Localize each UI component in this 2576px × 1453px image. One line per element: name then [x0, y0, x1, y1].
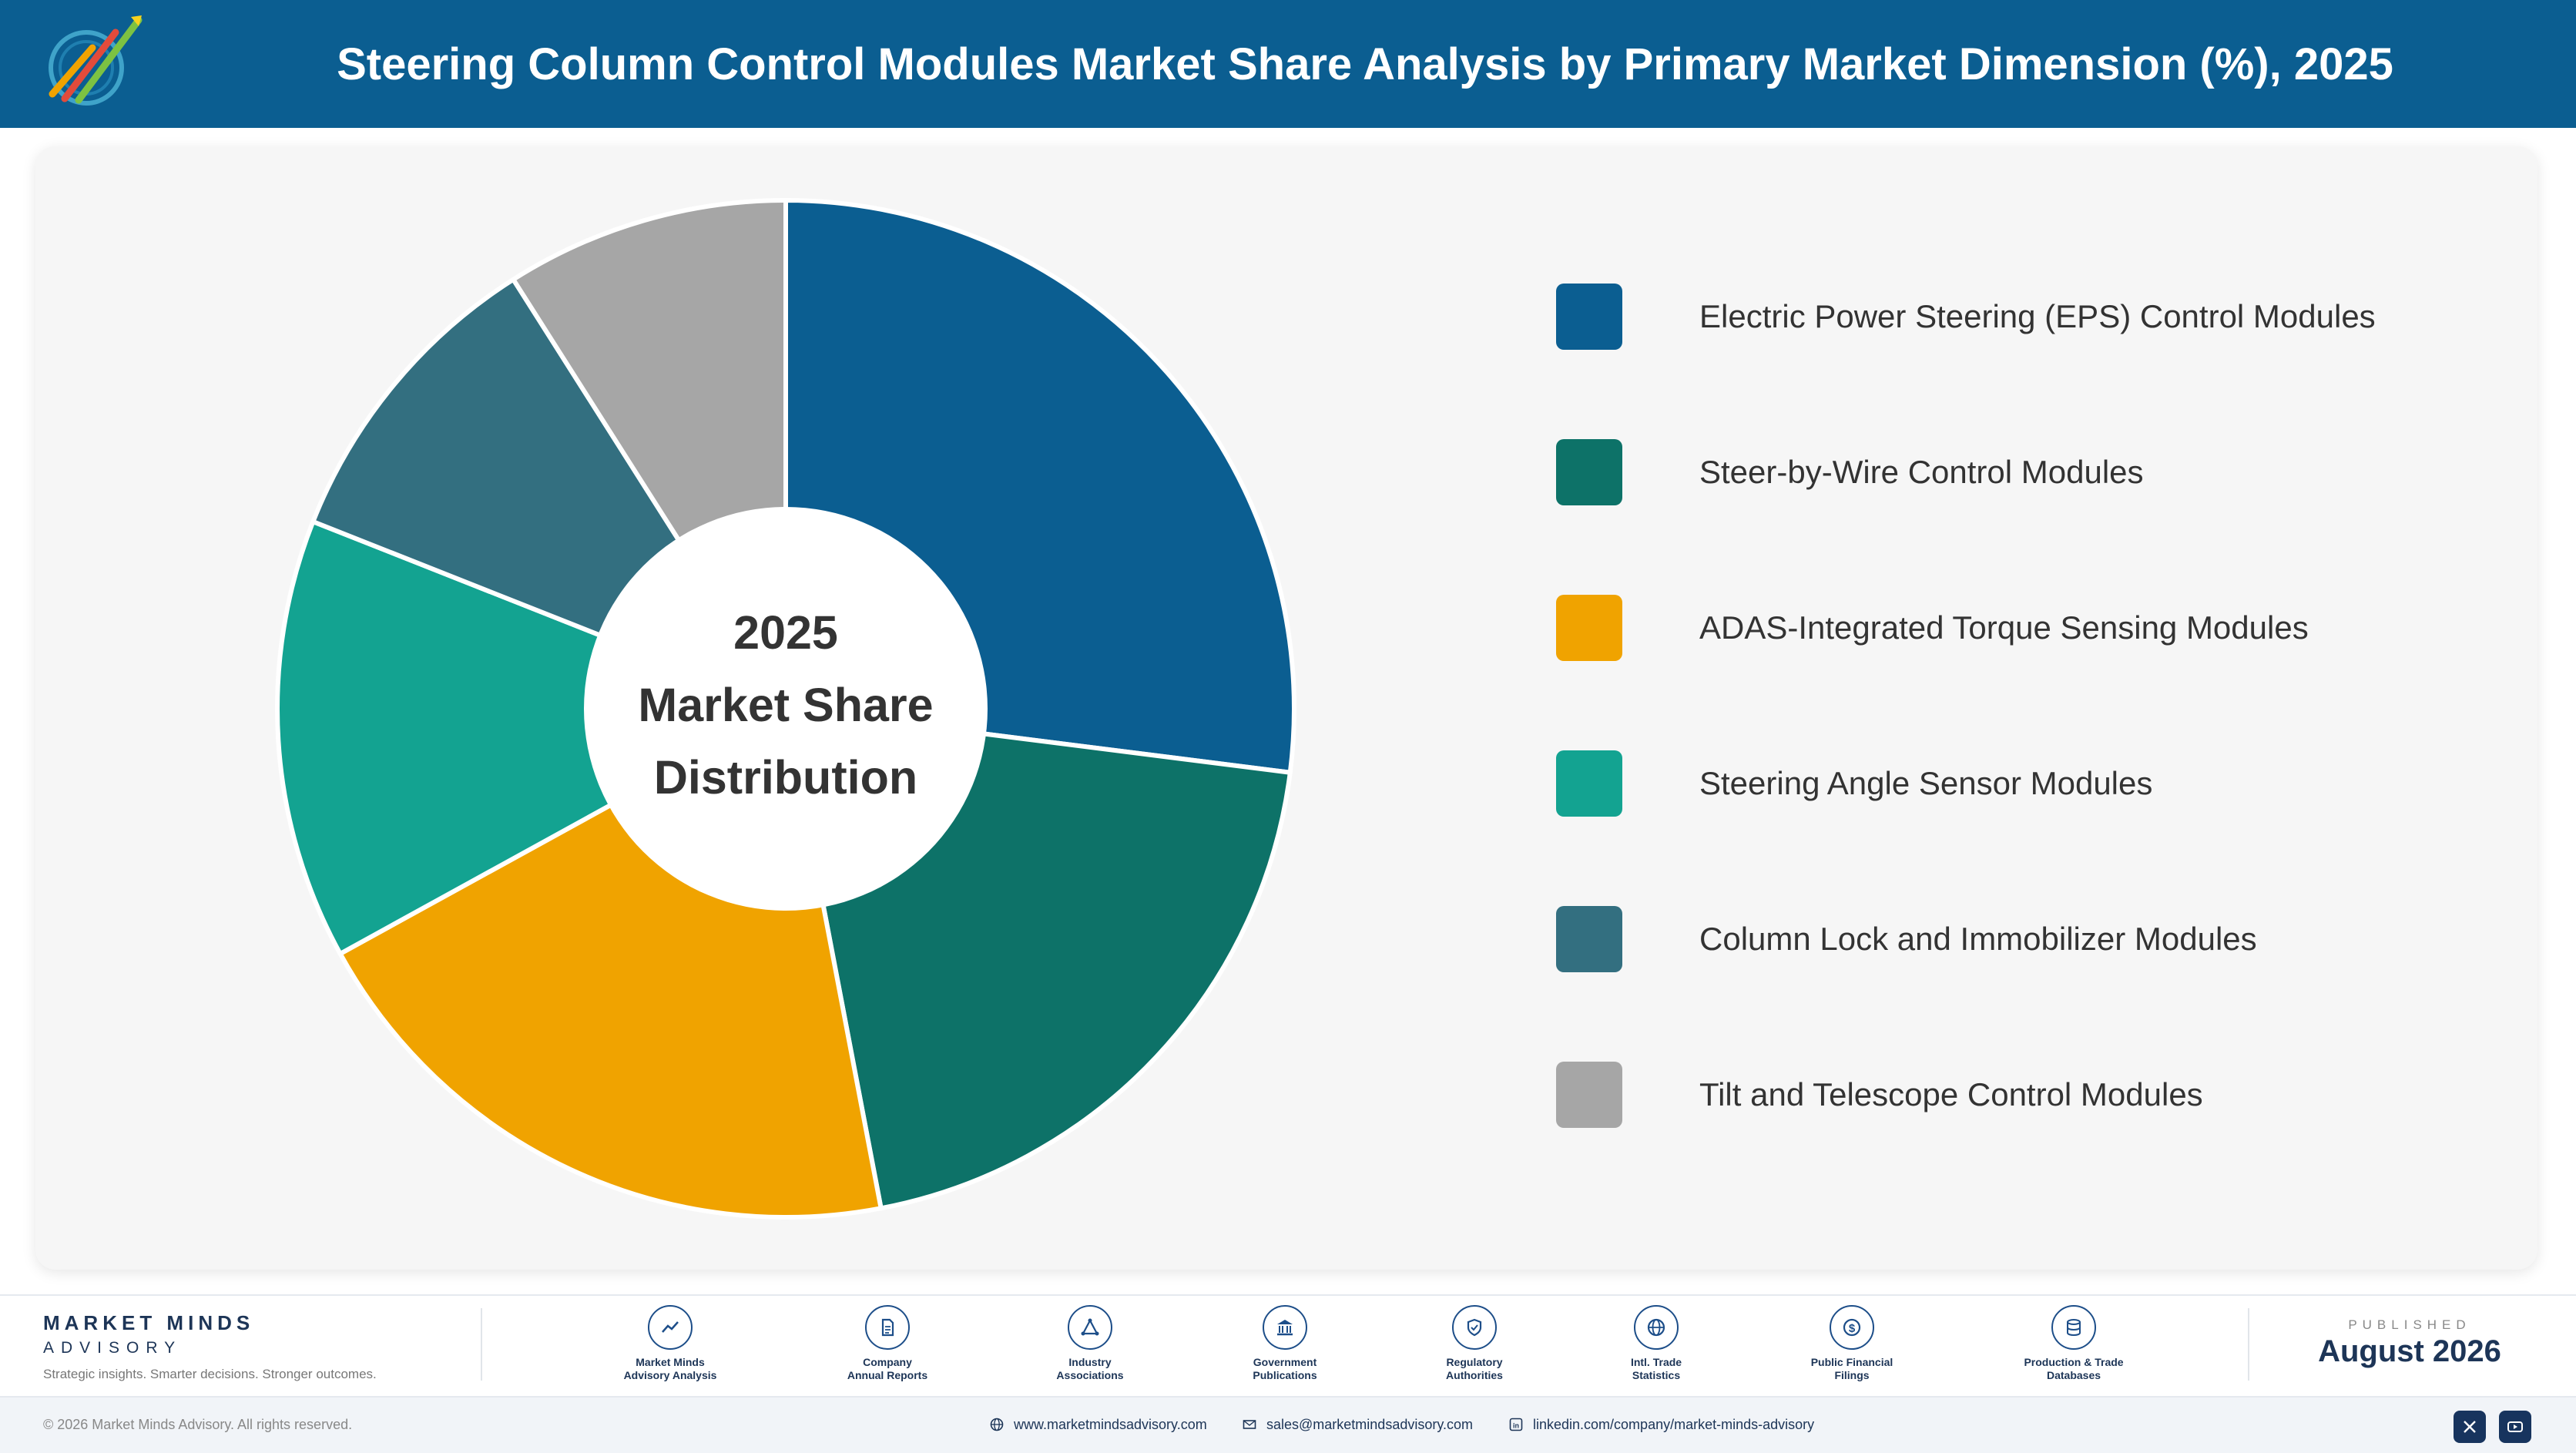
source-regulatory-authorities: Regulatory Authorities — [1390, 1305, 1559, 1382]
legend-swatch — [1556, 1062, 1622, 1128]
brand-tagline: Strategic insights. Smarter decisions. S… — [43, 1367, 377, 1381]
email-text: sales@marketmindsadvisory.com — [1266, 1417, 1474, 1432]
legend-label: Steer-by-Wire Control Modules — [1699, 454, 2144, 490]
source-label-line1: Market Minds — [636, 1356, 705, 1368]
linkedin-text: linkedin.com/company/market-minds-adviso… — [1533, 1417, 1815, 1432]
source-market-minds-analysis: Market Minds Advisory Analysis — [585, 1305, 755, 1382]
database-icon — [2051, 1305, 2096, 1350]
government-building-icon — [1263, 1305, 1307, 1350]
header-bar: Steering Column Control Modules Market S… — [0, 0, 2576, 128]
document-icon — [865, 1305, 910, 1350]
legend-item: Electric Power Steering (EPS) Control Mo… — [1556, 284, 2480, 350]
x-logo-icon — [2464, 1421, 2476, 1433]
globe-icon — [990, 1418, 1004, 1431]
source-label-line1: Intl. Trade — [1630, 1356, 1682, 1368]
email-link[interactable]: sales@marketmindsadvisory.com — [1242, 1398, 1473, 1451]
legend-label: Electric Power Steering (EPS) Control Mo… — [1699, 298, 2376, 334]
dollar-coin-icon: $ — [1830, 1305, 1874, 1350]
legend-swatch — [1556, 906, 1622, 972]
source-intl-trade-statistics: Intl. Trade Statistics — [1571, 1305, 1741, 1382]
footer-divider-left — [481, 1308, 482, 1381]
source-label-line2: Publications — [1253, 1369, 1317, 1381]
copyright-text: © 2026 Market Minds Advisory. All rights… — [43, 1417, 353, 1432]
footer-divider-right — [2248, 1308, 2249, 1381]
donut-hole — [584, 507, 988, 911]
source-label-line1: Company — [863, 1356, 912, 1368]
youtube-social-button[interactable] — [2499, 1411, 2531, 1443]
source-public-financial-filings: $ Public Financial Filings — [1767, 1305, 1937, 1382]
source-label-line2: Associations — [1056, 1369, 1124, 1381]
legend-item: Column Lock and Immobilizer Modules — [1556, 906, 2480, 972]
brand-subtitle: ADVISORY — [43, 1339, 183, 1357]
donut-chart: 2025 Market Share Distribution — [275, 198, 1297, 1220]
network-icon — [1068, 1305, 1112, 1350]
bottom-bar: © 2026 Market Minds Advisory. All rights… — [0, 1396, 2576, 1453]
svg-text:$: $ — [1849, 1322, 1856, 1335]
brand-name: MARKET MINDS — [43, 1311, 255, 1334]
youtube-icon — [2507, 1421, 2523, 1432]
source-label-line1: Production & Trade — [2024, 1356, 2124, 1368]
source-label-line2: Filings — [1834, 1369, 1870, 1381]
legend-label: Steering Angle Sensor Modules — [1699, 765, 2153, 801]
source-label-line1: Public Financial — [1810, 1356, 1893, 1368]
source-label-line2: Advisory Analysis — [623, 1369, 717, 1381]
website-text: www.marketmindsadvisory.com — [1014, 1417, 1207, 1432]
source-company-annual-reports: Company Annual Reports — [803, 1305, 972, 1382]
legend-item: Tilt and Telescope Control Modules — [1556, 1062, 2480, 1128]
svg-text:in: in — [1513, 1422, 1519, 1430]
source-label-line2: Authorities — [1446, 1369, 1503, 1381]
source-label-line1: Industry — [1068, 1356, 1112, 1368]
center-label-line3: Distribution — [654, 751, 917, 804]
legend-label: Column Lock and Immobilizer Modules — [1699, 921, 2257, 957]
website-link[interactable]: www.marketmindsadvisory.com — [989, 1398, 1207, 1451]
center-label-year: 2025 — [733, 606, 838, 659]
mail-icon — [1243, 1420, 1256, 1429]
center-label-line2: Market Share — [638, 679, 933, 731]
legend-label: ADAS-Integrated Torque Sensing Modules — [1699, 609, 2309, 646]
source-label-line2: Statistics — [1632, 1369, 1681, 1381]
globe-icon — [1634, 1305, 1679, 1350]
footer: MARKET MINDS ADVISORY Strategic insights… — [0, 1294, 2576, 1453]
published-label: PUBLISHED — [2348, 1317, 2471, 1332]
legend-swatch — [1556, 750, 1622, 817]
source-government-publications: Government Publications — [1200, 1305, 1370, 1382]
linkedin-link[interactable]: in linkedin.com/company/market-minds-adv… — [1508, 1398, 1814, 1451]
chart-card: 2025 Market Share Distribution Electric … — [35, 146, 2537, 1270]
legend-swatch — [1556, 595, 1622, 661]
source-label-line2: Databases — [2046, 1369, 2101, 1381]
linkedin-icon: in — [1509, 1418, 1523, 1431]
legend-item: Steering Angle Sensor Modules — [1556, 750, 2480, 817]
x-social-button[interactable] — [2454, 1411, 2486, 1443]
source-production-trade-databases: Production & Trade Databases — [1989, 1305, 2158, 1382]
pie-slice-4 — [275, 519, 788, 956]
source-label-line1: Government — [1253, 1356, 1317, 1368]
source-industry-associations: Industry Associations — [1005, 1305, 1175, 1382]
legend-swatch — [1556, 439, 1622, 505]
legend-item: ADAS-Integrated Torque Sensing Modules — [1556, 595, 2480, 661]
legend-label: Tilt and Telescope Control Modules — [1699, 1076, 2203, 1112]
source-label-line1: Regulatory — [1446, 1356, 1503, 1368]
company-logo — [49, 15, 143, 106]
published-date: August 2026 — [2318, 1334, 2501, 1368]
shield-check-icon — [1452, 1305, 1497, 1350]
legend-item: Steer-by-Wire Control Modules — [1556, 439, 2480, 505]
legend-swatch — [1556, 284, 1622, 350]
source-label-line2: Annual Reports — [847, 1369, 928, 1381]
page-title: Steering Column Control Modules Market S… — [337, 39, 2393, 89]
chart-line-icon — [648, 1305, 693, 1350]
